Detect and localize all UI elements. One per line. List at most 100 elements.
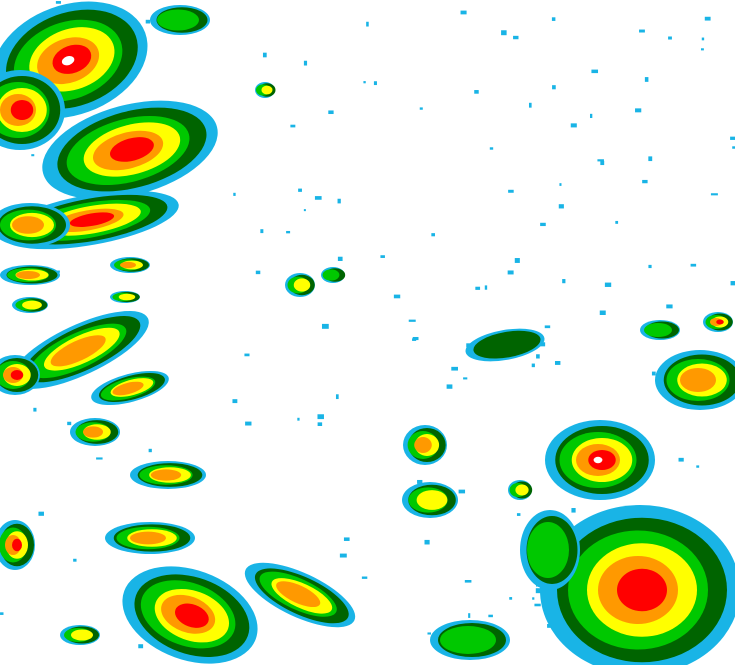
storm-cell xyxy=(255,82,276,98)
echo-level-5 xyxy=(10,370,24,380)
echo-speckle xyxy=(314,196,322,200)
echo-level-6 xyxy=(593,456,603,464)
echo-speckle xyxy=(417,479,423,484)
storm-cell xyxy=(430,620,510,660)
echo-level-3 xyxy=(261,85,273,95)
echo-level-4 xyxy=(83,426,103,438)
echo-level-5 xyxy=(69,212,115,227)
echo-speckle xyxy=(298,188,302,192)
echo-speckle xyxy=(145,19,151,24)
echo-level-4 xyxy=(120,261,136,269)
echo-speckle xyxy=(730,136,735,140)
echo-level-3 xyxy=(71,629,93,641)
echo-speckle xyxy=(559,183,562,186)
echo-speckle xyxy=(600,160,605,166)
echo-speckle xyxy=(604,282,612,287)
echo-speckle xyxy=(303,209,306,212)
echo-speckle xyxy=(535,588,543,594)
echo-speckle xyxy=(57,270,60,273)
echo-speckle xyxy=(339,553,347,558)
echo-level-4 xyxy=(16,271,40,279)
echo-speckle xyxy=(419,107,423,110)
echo-speckle xyxy=(245,421,252,426)
storm-cell xyxy=(0,355,40,395)
echo-speckle xyxy=(73,558,77,562)
echo-speckle xyxy=(337,198,341,204)
echo-speckle xyxy=(393,294,401,299)
echo-speckle xyxy=(475,286,481,290)
echo-speckle xyxy=(690,263,697,267)
echo-speckle xyxy=(678,457,684,462)
storm-cell xyxy=(508,480,533,500)
echo-speckle xyxy=(591,69,599,74)
echo-speckle xyxy=(489,147,494,150)
storm-cell xyxy=(0,203,70,247)
echo-speckle xyxy=(460,10,467,15)
storm-cell xyxy=(110,291,140,303)
storm-cell xyxy=(703,312,733,332)
echo-speckle xyxy=(589,113,593,119)
echo-speckle xyxy=(615,220,619,224)
echo-speckle xyxy=(31,154,35,157)
echo-speckle xyxy=(514,258,520,263)
echo-speckle xyxy=(317,414,324,420)
echo-speckle xyxy=(233,192,236,196)
echo-level-4 xyxy=(150,469,182,481)
echo-speckle xyxy=(666,304,673,309)
echo-speckle xyxy=(431,233,435,237)
echo-speckle xyxy=(571,508,576,513)
echo-level-4 xyxy=(414,437,432,453)
echo-speckle xyxy=(463,377,468,380)
storm-cell xyxy=(91,370,169,406)
echo-speckle xyxy=(642,179,648,184)
echo-speckle xyxy=(531,363,535,368)
echo-speckle xyxy=(363,81,366,84)
echo-speckle xyxy=(427,632,432,635)
echo-level-4 xyxy=(50,335,106,367)
echo-level-2 xyxy=(440,626,496,654)
storm-cell xyxy=(122,566,258,664)
echo-level-5 xyxy=(110,137,154,162)
echo-speckle xyxy=(507,270,514,275)
echo-speckle xyxy=(668,36,672,40)
echo-level-6 xyxy=(61,56,75,66)
echo-level-5 xyxy=(617,568,667,612)
echo-speckle xyxy=(458,489,466,494)
echo-speckle xyxy=(570,123,577,128)
echo-speckle xyxy=(446,384,453,389)
echo-speckle xyxy=(138,644,144,649)
echo-level-3 xyxy=(118,293,136,301)
echo-level-1 xyxy=(473,330,541,359)
echo-speckle xyxy=(552,85,556,90)
echo-speckle xyxy=(321,323,329,329)
storm-cell xyxy=(12,297,48,313)
echo-speckle xyxy=(648,264,652,269)
storm-cell xyxy=(540,505,735,665)
echo-speckle xyxy=(408,319,416,322)
echo-speckle xyxy=(509,597,513,600)
storm-cell xyxy=(130,461,206,489)
echo-level-2 xyxy=(527,522,569,578)
echo-speckle xyxy=(513,35,519,40)
storm-cell xyxy=(0,520,35,570)
echo-speckle xyxy=(451,366,458,371)
echo-speckle xyxy=(701,37,705,41)
echo-level-3 xyxy=(515,484,529,496)
echo-speckle xyxy=(730,281,735,286)
storm-cell xyxy=(0,70,65,150)
echo-level-5 xyxy=(10,100,34,120)
echo-speckle xyxy=(644,77,649,82)
echo-speckle xyxy=(337,256,343,261)
storm-cell xyxy=(150,5,210,35)
echo-speckle xyxy=(528,102,532,108)
echo-speckle xyxy=(534,603,541,607)
echo-speckle xyxy=(501,30,507,36)
storm-cell xyxy=(105,522,195,554)
echo-speckle xyxy=(303,60,308,66)
echo-speckle xyxy=(484,285,488,290)
echo-speckle xyxy=(464,580,472,583)
echo-speckle xyxy=(373,81,377,86)
storm-cell xyxy=(402,482,458,518)
echo-speckle xyxy=(317,422,323,426)
echo-level-3 xyxy=(22,300,42,310)
